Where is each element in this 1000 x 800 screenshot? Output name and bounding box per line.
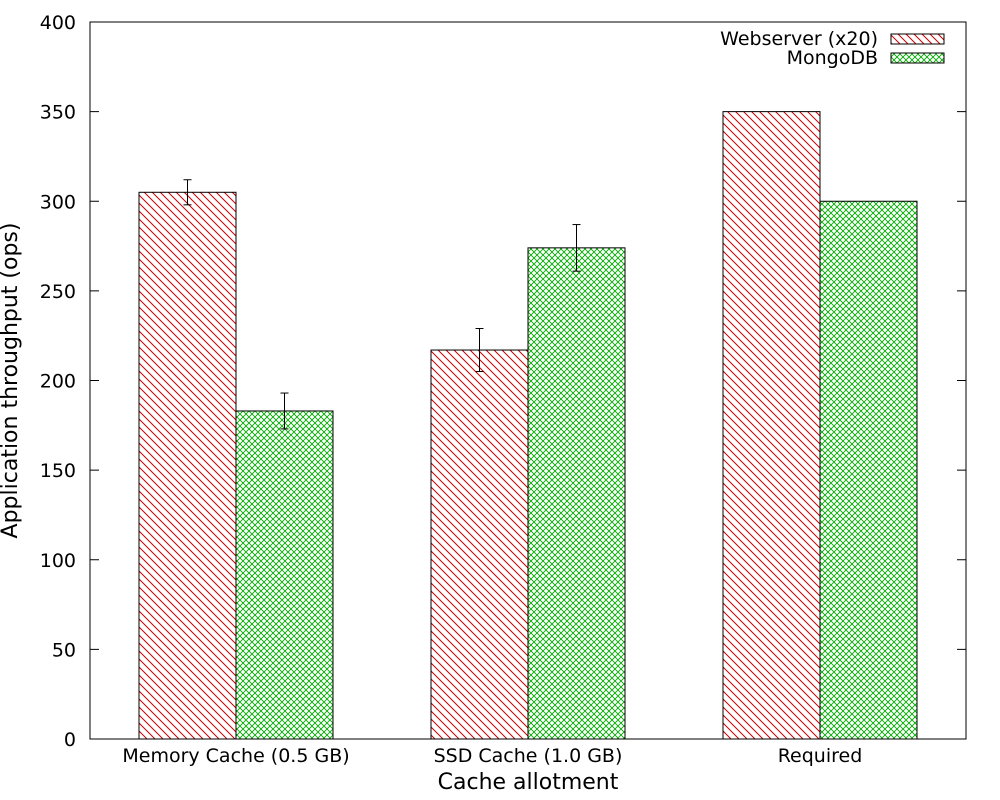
bar-webserver-0 — [138, 191, 237, 740]
legend-label-1: MongoDB — [787, 47, 878, 69]
bar-mongodb-0 — [235, 410, 334, 740]
legend-swatch-0 — [890, 33, 945, 45]
x-axis-title: Cache allotment — [438, 770, 619, 795]
bar-mongodb-2 — [819, 200, 918, 740]
y-tick-label: 300 — [40, 191, 76, 213]
y-tick-label: 400 — [40, 12, 76, 34]
bar-webserver-1 — [430, 349, 529, 740]
y-tick-label: 0 — [64, 729, 76, 751]
x-tick-label: Required — [778, 745, 863, 767]
y-tick-label: 50 — [52, 639, 76, 661]
y-tick-label: 200 — [40, 371, 76, 393]
y-tick-label: 150 — [40, 460, 76, 482]
legend-label-0: Webserver (x20) — [720, 28, 878, 50]
bar-webserver-2 — [722, 111, 821, 740]
y-tick-label: 350 — [40, 102, 76, 124]
y-axis-title: Application throughput (ops) — [0, 223, 23, 539]
x-tick-label: SSD Cache (1.0 GB) — [434, 745, 623, 767]
y-tick-label: 100 — [40, 550, 76, 572]
x-tick-label: Memory Cache (0.5 GB) — [122, 745, 349, 767]
y-tick-label: 250 — [40, 281, 76, 303]
bar-mongodb-1 — [527, 247, 626, 740]
legend-swatch-1 — [890, 52, 945, 64]
